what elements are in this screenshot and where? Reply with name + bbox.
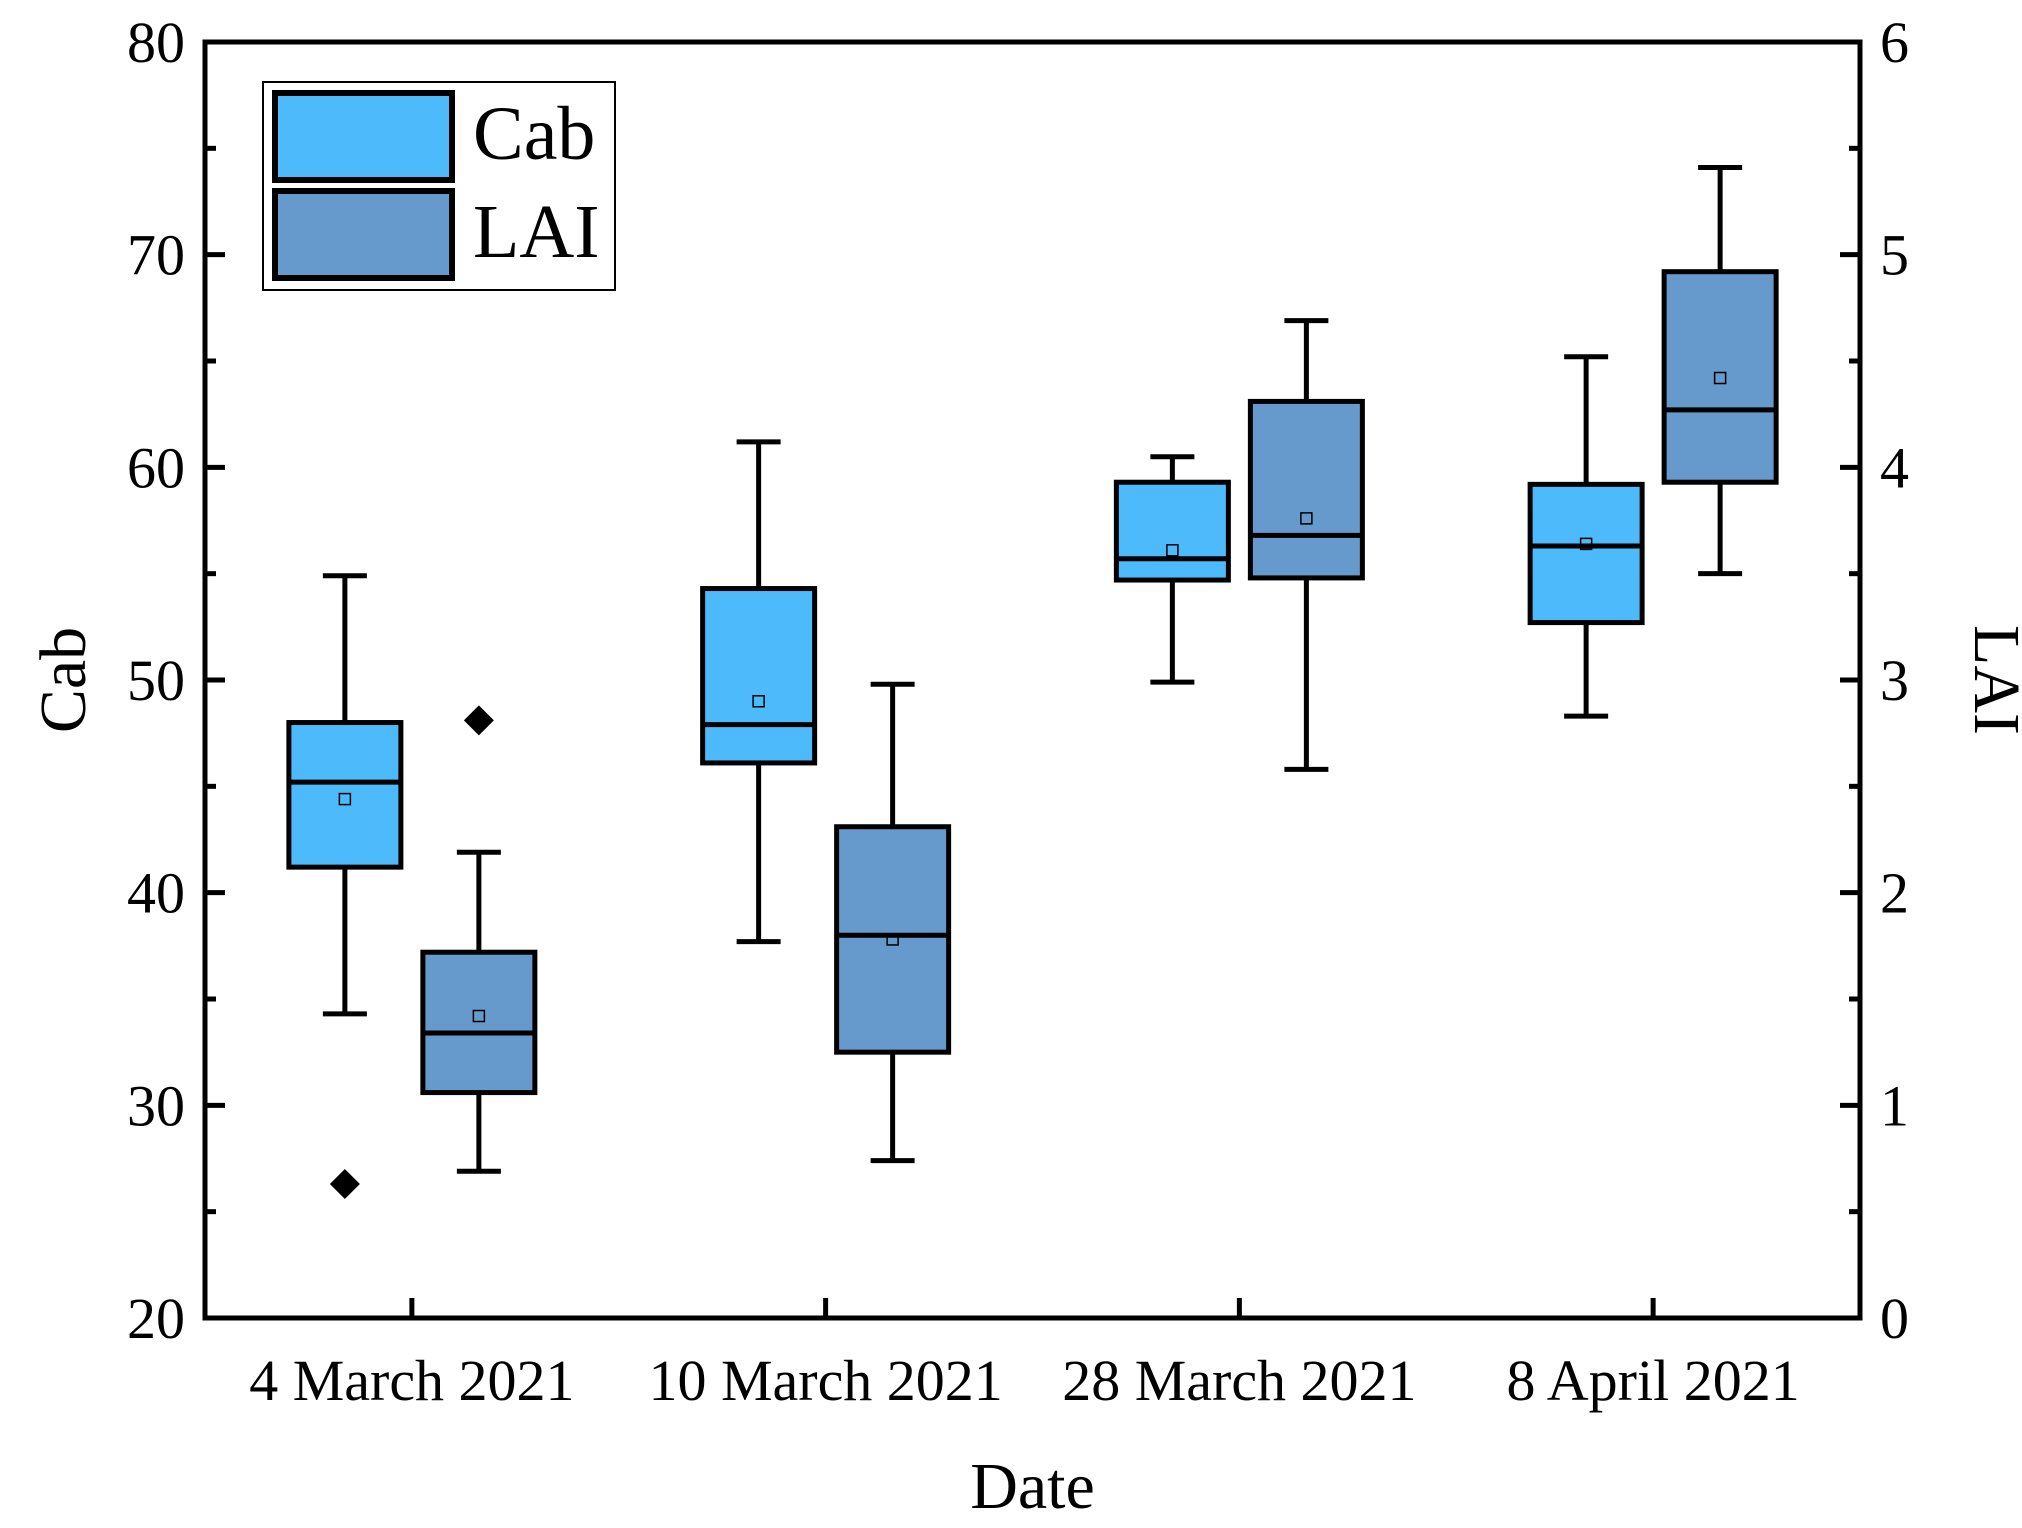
lai-box-4 <box>1661 164 1779 577</box>
right-y-axis: 0 1 2 3 4 5 6 <box>1840 10 1909 1351</box>
x-axis-title: Date <box>970 1450 1095 1523</box>
left-tick-label: 50 <box>127 648 185 713</box>
lai-box-2 <box>834 681 952 1164</box>
cab-box-4 <box>1527 354 1645 719</box>
mean-marker <box>1300 512 1313 525</box>
x-axis: 4 March 2021 10 March 2021 28 March 2021 8 … <box>249 1298 1800 1413</box>
mean-marker <box>1713 371 1727 385</box>
lai-box-1 <box>420 705 538 1174</box>
left-y-axis: 20 30 40 50 60 70 80 <box>127 10 225 1351</box>
series-lai <box>420 164 1779 1174</box>
right-tick-label: 5 <box>1880 223 1909 288</box>
iqr-box <box>1113 479 1231 583</box>
legend-label-cab: Cab <box>473 92 595 176</box>
x-tick-label: 10 March 2021 <box>648 1348 1002 1413</box>
x-tick-label: 4 March 2021 <box>249 1348 574 1413</box>
mean-marker <box>1579 537 1593 551</box>
iqr-box <box>286 720 404 870</box>
left-tick-label: 80 <box>127 10 185 75</box>
left-tick-label: 60 <box>127 435 185 500</box>
outlier-point <box>329 1169 360 1200</box>
legend-swatch-cab <box>272 90 455 183</box>
left-tick-label: 40 <box>127 861 185 926</box>
cab-box-1 <box>286 573 404 1200</box>
right-tick-label: 1 <box>1880 1073 1909 1138</box>
right-tick-label: 3 <box>1880 648 1909 713</box>
mean-marker <box>472 1009 486 1023</box>
legend-label-lai: LAI <box>473 190 600 274</box>
right-tick-label: 2 <box>1880 861 1909 926</box>
left-tick-label: 20 <box>127 1286 185 1351</box>
right-tick-label: 6 <box>1880 10 1909 75</box>
series-cab <box>286 354 1645 1200</box>
left-tick-label: 30 <box>127 1073 185 1138</box>
iqr-box <box>700 586 818 766</box>
mean-marker <box>338 792 352 806</box>
iqr-box <box>1247 398 1365 581</box>
legend: Cab LAI <box>262 81 616 291</box>
iqr-box <box>834 824 952 1055</box>
mean-marker <box>1166 544 1179 557</box>
lai-box-3 <box>1247 318 1365 772</box>
legend-swatch-lai <box>272 188 455 281</box>
x-tick-label: 8 April 2021 <box>1507 1348 1800 1413</box>
mean-marker <box>886 933 899 946</box>
iqr-box <box>1661 269 1779 485</box>
cab-box-2 <box>700 439 818 945</box>
x-tick-label: 28 March 2021 <box>1062 1348 1416 1413</box>
mean-marker <box>752 695 765 708</box>
iqr-box <box>420 949 538 1096</box>
right-y-axis-title: LAI <box>1960 625 2022 735</box>
right-tick-label: 0 <box>1880 1286 1909 1351</box>
left-y-axis-title: Cab <box>27 627 100 733</box>
cab-box-3 <box>1113 454 1231 685</box>
right-tick-label: 4 <box>1880 435 1909 500</box>
iqr-box <box>1527 481 1645 626</box>
box-series <box>286 164 1779 1200</box>
left-tick-label: 70 <box>127 223 185 288</box>
outlier-point <box>463 705 494 736</box>
